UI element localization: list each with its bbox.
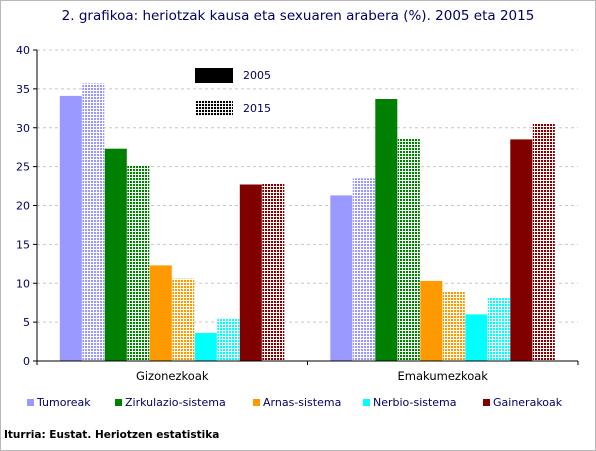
legend-year-2005-swatch xyxy=(195,68,233,83)
chart-title: 2. grafikoa: heriotzak kausa eta sexuare… xyxy=(61,8,535,24)
y-tick-label: 0 xyxy=(23,355,30,368)
bar-tumoreak-2005-emakumezkoak xyxy=(330,195,353,361)
bar-nerbio-sistema-2005-gizonezkoak xyxy=(194,333,217,361)
legend-item-tumoreak: Tumoreak xyxy=(27,396,91,409)
bar-zirkulazio-sistema-2015-emakumezkoak xyxy=(397,138,420,361)
legend-label: Tumoreak xyxy=(37,396,91,409)
bar-nerbio-sistema-2015-gizonezkoak xyxy=(217,319,240,361)
bar-arnas-sistema-2015-gizonezkoak xyxy=(172,278,195,361)
bar-gainerakoak-2005-emakumezkoak xyxy=(510,139,533,361)
bar-nerbio-sistema-2015-emakumezkoak xyxy=(487,298,510,361)
bar-gainerakoak-2015-emakumezkoak xyxy=(532,123,555,361)
bar-tumoreak-2005-gizonezkoak xyxy=(59,95,82,362)
bar-gainerakoak-2015-gizonezkoak xyxy=(262,183,285,361)
legend-swatch xyxy=(115,399,122,406)
legend-year-2015: 2015 xyxy=(195,101,271,116)
legend-label: Gainerakoak xyxy=(493,396,563,409)
y-tick-label: 15 xyxy=(16,238,30,251)
bar-arnas-sistema-2005-emakumezkoak xyxy=(420,280,443,361)
y-tick-label: 20 xyxy=(16,200,30,213)
legend-item-gainerakoak: Gainerakoak xyxy=(483,396,562,409)
legend-year-2005-label: 2005 xyxy=(243,69,271,82)
legend-swatch xyxy=(253,399,260,406)
bar-zirkulazio-sistema-2005-emakumezkoak xyxy=(375,99,398,361)
bar-gainerakoak-2005-gizonezkoak xyxy=(239,184,262,361)
y-tick-label: 25 xyxy=(16,161,30,174)
y-tick-label: 40 xyxy=(16,44,30,57)
bar-zirkulazio-sistema-2005-gizonezkoak xyxy=(104,148,127,361)
bar-tumoreak-2015-emakumezkoak xyxy=(352,178,375,361)
legend-label: Zirkulazio-sistema xyxy=(125,396,226,409)
source-note: Iturria: Eustat. Heriotzen estatistika xyxy=(4,429,220,441)
x-category-label: Emakumezkoak xyxy=(398,369,489,383)
legend-swatch xyxy=(483,399,490,406)
legend-year-2005: 2005 xyxy=(195,68,271,83)
legend-item-nerbio-sistema: Nerbio-sistema xyxy=(363,396,457,409)
legend-item-arnas-sistema: Arnas-sistema xyxy=(253,396,341,409)
bar-zirkulazio-sistema-2015-gizonezkoak xyxy=(127,165,150,361)
y-tick-label: 30 xyxy=(16,122,30,135)
x-category-label: Gizonezkoak xyxy=(136,369,209,383)
y-tick-label: 10 xyxy=(16,277,30,290)
bar-nerbio-sistema-2005-emakumezkoak xyxy=(465,314,488,361)
legend-swatch xyxy=(363,399,370,406)
y-tick-label: 35 xyxy=(16,83,30,96)
bar-arnas-sistema-2005-gizonezkoak xyxy=(149,265,172,361)
bar-tumoreak-2015-gizonezkoak xyxy=(82,83,105,362)
legend-year-2015-swatch xyxy=(195,101,233,116)
legend-item-zirkulazio-sistema: Zirkulazio-sistema xyxy=(115,396,226,409)
legend-label: Nerbio-sistema xyxy=(373,396,457,409)
legend-swatch xyxy=(27,399,34,406)
y-tick-label: 5 xyxy=(23,316,30,329)
bar-arnas-sistema-2015-emakumezkoak xyxy=(442,291,465,361)
legend-year-2015-label: 2015 xyxy=(243,102,271,115)
legend-label: Arnas-sistema xyxy=(263,396,342,409)
